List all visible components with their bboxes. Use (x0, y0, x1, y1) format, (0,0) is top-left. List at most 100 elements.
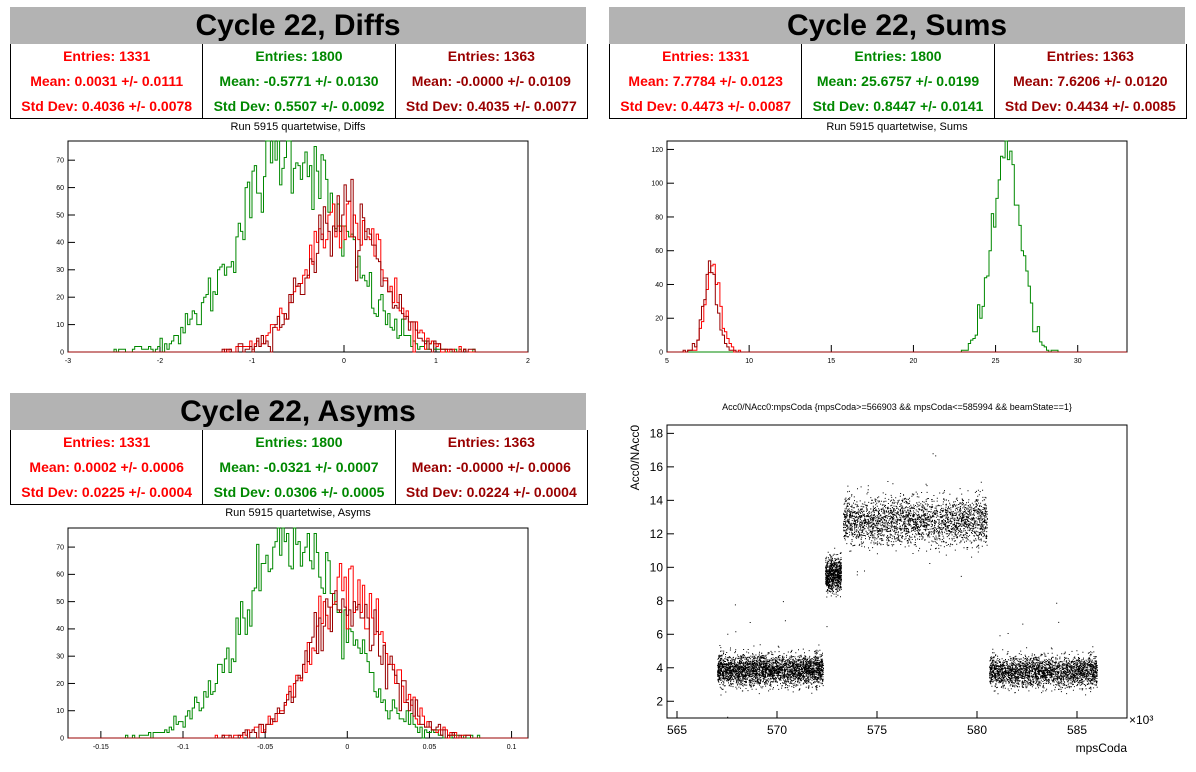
x-tick-label: -1 (249, 358, 255, 365)
entries-text: Entries: 1331 (63, 48, 151, 65)
entries-text: Entries: 1331 (662, 48, 750, 65)
y-tick-label: 100 (651, 181, 663, 188)
mean-text: Mean: 0.0002 +/- 0.0006 (29, 458, 184, 475)
stats-box: Entries: 1331 Mean: 7.7784 +/- 0.0123 St… (610, 44, 803, 118)
asyms-stats: Entries: 1331 Mean: 0.0002 +/- 0.0006 St… (10, 430, 588, 505)
sums-subtitle: Run 5915 quartetwise, Sums (826, 121, 968, 133)
stats-box: Entries: 1800 Mean: -0.0321 +/- 0.0007 S… (203, 430, 396, 504)
asyms-title: Cycle 22, Asyms (10, 393, 586, 430)
x-tick-label: 0.05 (423, 744, 437, 751)
y-tick-label: 50 (56, 599, 64, 606)
x-tick-label: 20 (910, 358, 918, 365)
histogram-series (667, 263, 1127, 353)
stats-box: Entries: 1363 Mean: 7.6206 +/- 0.0120 St… (995, 44, 1186, 118)
x-tick-label: 5 (665, 358, 669, 365)
x-tick-label: -0.05 (257, 744, 273, 751)
mean-text: Mean: 7.7784 +/- 0.0123 (628, 72, 783, 89)
plot-frame (666, 424, 1128, 719)
y-tick-label: 18 (650, 426, 664, 440)
x-tick-label: -3 (65, 358, 71, 365)
y-tick-label: 30 (56, 654, 64, 661)
stats-box: Entries: 1363 Mean: -0.0000 +/- 0.0006 S… (396, 430, 587, 504)
sums-histogram: 5 10 15 20 25 30 0 20 40 60 80 100 120 (651, 140, 1128, 365)
x-tick-label: -0.15 (93, 744, 109, 751)
y-tick-label: 0 (60, 349, 64, 356)
stats-box: Entries: 1331 Mean: 0.0031 +/- 0.0111 St… (11, 44, 204, 118)
sums-stats: Entries: 1331 Mean: 7.7784 +/- 0.0123 St… (609, 44, 1187, 119)
x-tick-label: 25 (992, 358, 1000, 365)
stats-box: Entries: 1800 Mean: -0.5771 +/- 0.0130 S… (203, 44, 396, 118)
y-tick-label: 10 (56, 322, 64, 329)
mean-text: Mean: 25.6757 +/- 0.0199 (816, 72, 980, 89)
asyms-histogram: -0.15 -0.1 -0.05 0 0.05 0.1 0 10 20 30 40 50 60 70 (56, 527, 529, 751)
x-tick-label: 30 (1074, 358, 1082, 365)
stats-box: Entries: 1331 Mean: 0.0002 +/- 0.0006 St… (11, 430, 204, 504)
entries-text: Entries: 1800 (255, 48, 343, 65)
diffs-subtitle: Run 5915 quartetwise, Diffs (230, 121, 366, 133)
x-tick-label: -2 (157, 358, 163, 365)
histogram-series (667, 140, 1127, 353)
y-tick-label: 10 (650, 560, 664, 574)
x-tick-label: 1 (434, 358, 438, 365)
std-text: Std Dev: 0.4434 +/- 0.0085 (1004, 97, 1176, 114)
x-axis-label: mpsCoda (1076, 741, 1128, 755)
diffs-stats: Entries: 1331 Mean: 0.0031 +/- 0.0111 St… (10, 44, 588, 119)
stats-box: Entries: 1363 Mean: -0.0000 +/- 0.0109 S… (396, 44, 587, 118)
mean-text: Mean: -0.0321 +/- 0.0007 (219, 458, 379, 475)
y-axis-label: Acc0/NAcc0 (628, 425, 642, 491)
y-tick-label: 40 (56, 240, 64, 247)
histogram-series (68, 178, 528, 353)
entries-text: Entries: 1331 (63, 434, 151, 451)
x-tick-label: 565 (667, 723, 687, 737)
y-tick-label: 60 (56, 572, 64, 579)
y-tick-label: 70 (56, 158, 64, 165)
entries-text: Entries: 1363 (447, 434, 535, 451)
y-tick-label: 40 (655, 282, 663, 289)
histogram-series (667, 260, 1127, 353)
y-tick-label: 14 (650, 493, 664, 507)
x-tick-label: 0 (345, 744, 349, 751)
scatter-points (717, 453, 1098, 718)
y-tick-label: 8 (656, 594, 663, 608)
y-tick-label: 40 (56, 626, 64, 633)
y-tick-label: 30 (56, 267, 64, 274)
x-tick-label: 585 (1067, 723, 1087, 737)
y-tick-label: 20 (655, 316, 663, 323)
y-tick-label: 120 (651, 147, 663, 154)
mean-text: Mean: 0.0031 +/- 0.0111 (30, 72, 184, 89)
y-tick-label: 60 (655, 248, 663, 255)
y-tick-label: 20 (56, 295, 64, 302)
std-text: Std Dev: 0.5507 +/- 0.0092 (213, 97, 385, 114)
entries-text: Entries: 1363 (447, 48, 535, 65)
x-tick-label: 570 (767, 723, 787, 737)
mean-text: Mean: -0.5771 +/- 0.0130 (219, 72, 379, 89)
histogram-series (68, 527, 528, 739)
y-tick-label: 0 (60, 735, 64, 742)
y-tick-label: 20 (56, 681, 64, 688)
y-tick-label: 60 (56, 185, 64, 192)
std-text: Std Dev: 0.0306 +/- 0.0005 (213, 483, 385, 500)
std-text: Std Dev: 0.8447 +/- 0.0141 (812, 97, 984, 114)
std-text: Std Dev: 0.0224 +/- 0.0004 (405, 483, 577, 500)
x-tick-label: 0.1 (507, 744, 517, 751)
y-tick-label: 6 (656, 627, 663, 641)
y-tick-label: 12 (650, 527, 664, 541)
x-tick-label: 0 (342, 358, 346, 365)
x-tick-label: 575 (867, 723, 887, 737)
x-tick-label: 10 (745, 358, 753, 365)
entries-text: Entries: 1800 (854, 48, 942, 65)
mean-text: Mean: 7.6206 +/- 0.0120 (1013, 72, 1168, 89)
y-tick-label: 16 (650, 460, 664, 474)
std-text: Std Dev: 0.4035 +/- 0.0077 (405, 97, 577, 114)
plot-frame (67, 140, 529, 353)
mean-text: Mean: -0.0000 +/- 0.0006 (411, 458, 571, 475)
sums-title: Cycle 22, Sums (609, 7, 1185, 44)
y-tick-label: 70 (56, 544, 64, 551)
std-text: Std Dev: 0.0225 +/- 0.0004 (21, 483, 193, 500)
entries-text: Entries: 1363 (1046, 48, 1134, 65)
scatter-plot: 565 570 575 580 585 2 4 6 8 10 12 14 16 18 mpsCoda×10³… (628, 424, 1153, 755)
histogram-series (68, 562, 528, 739)
y-tick-label: 50 (56, 212, 64, 219)
